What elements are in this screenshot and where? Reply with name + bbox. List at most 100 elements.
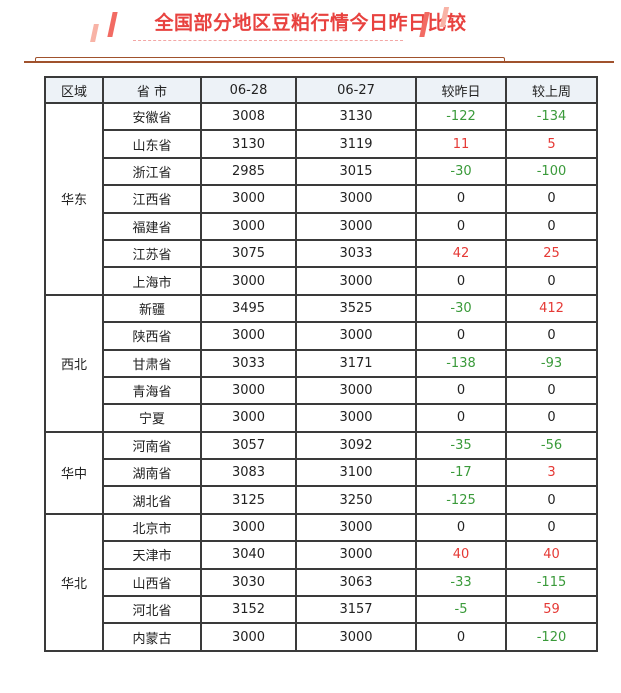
change-week-cell: -134	[505, 101, 598, 132]
change-week-cell: 0	[505, 321, 598, 351]
change-week-cell: -115	[505, 567, 598, 598]
change-week-cell: 412	[505, 293, 598, 324]
price-today-cell: 3000	[200, 512, 297, 543]
province-cell: 福建省	[102, 211, 202, 241]
table-row: 浙江省 2985 3015 -30 -100	[45, 156, 598, 187]
price-today-cell: 3130	[200, 129, 297, 159]
region-cell: 华东	[44, 102, 104, 296]
region-cell: 华中	[44, 430, 104, 515]
change-week-cell: 0	[505, 211, 598, 241]
province-cell: 河北省	[102, 595, 202, 625]
change-week-cell: -93	[505, 348, 598, 378]
header-date1: 06-28	[200, 76, 297, 104]
province-cell: 安徽省	[102, 101, 202, 132]
price-yesterday-cell: 3063	[295, 567, 417, 598]
table-row: 陕西省 3000 3000 0 0	[45, 321, 598, 351]
table-row: 内蒙古 3000 3000 0 -120	[45, 622, 598, 652]
price-yesterday-cell: 3157	[295, 595, 417, 625]
region-cell: 华北	[44, 512, 104, 652]
change-week-cell: 0	[505, 403, 598, 433]
price-yesterday-cell: 3000	[295, 622, 417, 652]
price-today-cell: 3000	[200, 266, 297, 296]
table-row: 福建省 3000 3000 0 0	[45, 211, 598, 241]
table-header: 区域 省 市 06-28 06-27 较昨日 较上周	[44, 76, 598, 104]
province-cell: 山东省	[102, 129, 202, 159]
price-today-cell: 3000	[200, 403, 297, 433]
price-today-cell: 3057	[200, 430, 297, 461]
price-today-cell: 2985	[200, 156, 297, 187]
change-week-cell: 0	[505, 266, 598, 296]
change-day-cell: -17	[415, 458, 507, 488]
province-cell: 湖南省	[102, 458, 202, 488]
price-yesterday-cell: 3525	[295, 293, 417, 324]
province-cell: 天津市	[102, 540, 202, 570]
price-yesterday-cell: 3000	[295, 540, 417, 570]
price-today-cell: 3030	[200, 567, 297, 598]
price-today-cell: 3040	[200, 540, 297, 570]
price-table: 区域 省 市 06-28 06-27 较昨日 较上周 华东 安徽省 3008 3130…	[44, 76, 598, 652]
region-cell: 西北	[44, 293, 104, 433]
table-row: 山东省 3130 3119 11 5	[45, 129, 598, 159]
divider-frame	[35, 57, 505, 62]
change-day-cell: 0	[415, 622, 507, 652]
change-day-cell: 0	[415, 375, 507, 406]
price-today-cell: 3000	[200, 375, 297, 406]
table-row: 江苏省 3075 3033 42 25	[45, 238, 598, 269]
change-week-cell: 40	[505, 540, 598, 570]
table-row: 江西省 3000 3000 0 0	[45, 184, 598, 214]
change-day-cell: 11	[415, 129, 507, 159]
price-yesterday-cell: 3000	[295, 403, 417, 433]
table-row: 湖北省 3125 3250 -125 0	[45, 485, 598, 515]
change-day-cell: -138	[415, 348, 507, 378]
change-week-cell: 5	[505, 129, 598, 159]
province-cell: 湖北省	[102, 485, 202, 515]
province-cell: 江苏省	[102, 238, 202, 269]
table-row: 青海省 3000 3000 0 0	[45, 375, 598, 406]
change-week-cell: -100	[505, 156, 598, 187]
change-day-cell: -33	[415, 567, 507, 598]
change-week-cell: 0	[505, 184, 598, 214]
change-week-cell: 0	[505, 375, 598, 406]
change-day-cell: 0	[415, 266, 507, 296]
table-row: 天津市 3040 3000 40 40	[45, 540, 598, 570]
price-yesterday-cell: 3015	[295, 156, 417, 187]
price-today-cell: 3000	[200, 184, 297, 214]
table-row: 西北 新疆 3495 3525 -30 412	[44, 293, 598, 433]
table-row: 华中 河南省 3057 3092 -35 -56	[44, 430, 598, 515]
table-row: 上海市 3000 3000 0 0	[45, 266, 598, 296]
price-today-cell: 3152	[200, 595, 297, 625]
price-yesterday-cell: 3130	[295, 101, 417, 132]
table-row: 湖南省 3083 3100 -17 3	[45, 458, 598, 488]
change-day-cell: -30	[415, 156, 507, 187]
change-day-cell: 0	[415, 184, 507, 214]
price-today-cell: 3125	[200, 485, 297, 515]
price-yesterday-cell: 3092	[295, 430, 417, 461]
page-title: 全国部分地区豆粕行情今日昨日比较	[154, 12, 467, 34]
price-yesterday-cell: 3250	[295, 485, 417, 515]
price-today-cell: 3075	[200, 238, 297, 269]
province-cell: 宁夏	[102, 403, 202, 433]
province-cell: 山西省	[102, 567, 202, 598]
price-yesterday-cell: 3000	[295, 321, 417, 351]
price-yesterday-cell: 3000	[295, 512, 417, 543]
price-today-cell: 3495	[200, 293, 297, 324]
price-today-cell: 3008	[200, 101, 297, 132]
province-cell: 青海省	[102, 375, 202, 406]
change-day-cell: 0	[415, 211, 507, 241]
header-vs-yesterday: 较昨日	[415, 76, 507, 104]
change-week-cell: 25	[505, 238, 598, 269]
change-week-cell: -56	[505, 430, 598, 461]
table-row: 华东 安徽省 3008 3130 -122 -134	[44, 101, 598, 296]
province-cell: 甘肃省	[102, 348, 202, 378]
header-vs-last-week: 较上周	[505, 76, 598, 104]
province-cell: 浙江省	[102, 156, 202, 187]
table-row: 山西省 3030 3063 -33 -115	[45, 567, 598, 598]
province-cell: 河南省	[102, 430, 202, 461]
change-week-cell: 59	[505, 595, 598, 625]
change-day-cell: 0	[415, 403, 507, 433]
table-row: 华北 北京市 3000 3000 0 0	[44, 512, 598, 652]
price-yesterday-cell: 3000	[295, 184, 417, 214]
price-yesterday-cell: 3100	[295, 458, 417, 488]
change-day-cell: -5	[415, 595, 507, 625]
price-today-cell: 3033	[200, 348, 297, 378]
